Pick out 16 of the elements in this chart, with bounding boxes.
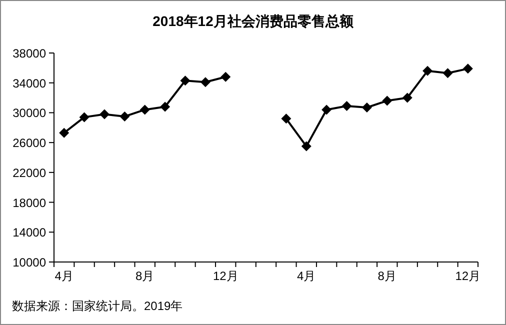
ytick: 34000 xyxy=(12,76,46,90)
ytick: 10000 xyxy=(12,256,46,270)
xtick: 12月 xyxy=(455,269,481,283)
xtick: 8月 xyxy=(136,269,154,283)
ytick: 18000 xyxy=(12,196,46,210)
ytick: 30000 xyxy=(12,106,46,120)
xtick: 4月 xyxy=(54,269,74,283)
annotation: 数据来源：国家统计局。2019年 xyxy=(12,299,183,313)
ytick: 22000 xyxy=(12,166,46,180)
xtick: 8月 xyxy=(378,269,396,283)
ytick: 26000 xyxy=(12,136,46,150)
ytick: 14000 xyxy=(12,226,46,240)
xtick: 12月 xyxy=(212,269,238,283)
title: 2018年12月社会消费品零售总额 xyxy=(152,13,354,29)
xtick: 4月 xyxy=(297,269,316,283)
ytick: 38000 xyxy=(12,46,46,60)
